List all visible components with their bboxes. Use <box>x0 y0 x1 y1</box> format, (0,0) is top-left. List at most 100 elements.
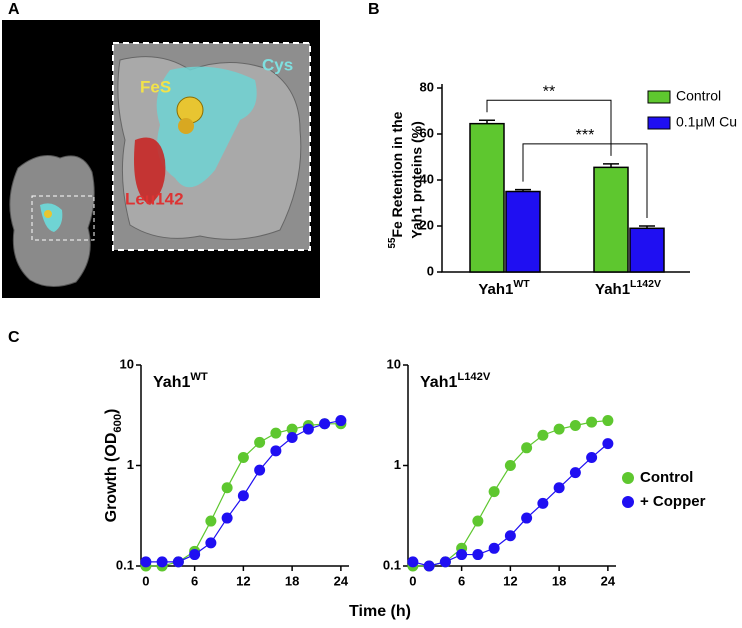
y-axis-label-part: 600 <box>112 414 124 433</box>
point <box>472 549 484 561</box>
panel-letter: A <box>8 1 20 18</box>
point <box>602 415 614 427</box>
point <box>423 560 435 572</box>
x-axis-label: Time (h) <box>349 603 411 620</box>
bar <box>593 166 629 273</box>
error-bar <box>479 119 495 124</box>
fes-cluster <box>178 118 194 134</box>
point <box>237 452 249 464</box>
chart-title-part: Yah1 <box>153 374 190 391</box>
panel-letter: C <box>8 329 20 346</box>
point <box>156 556 168 568</box>
line <box>412 419 608 567</box>
y-axis-label-part: Growth (OD <box>103 433 120 523</box>
point <box>521 512 533 524</box>
y-axis-label: Growth (OD600) <box>103 409 124 523</box>
point <box>302 423 314 435</box>
y-tick-label: 0.1 <box>383 557 401 572</box>
x-tick-label: 6 <box>191 573 198 588</box>
legend-label: Control <box>676 88 721 104</box>
x-tick-label: 24 <box>334 573 349 588</box>
point <box>504 460 516 471</box>
error-bar <box>639 225 655 229</box>
y-axis-label: Yah1 proteins (%) <box>409 121 425 238</box>
y-axis-label-part: Fe Retention in the <box>389 111 405 237</box>
point <box>602 438 614 450</box>
legend-marker <box>622 496 634 508</box>
annotation: FeS <box>140 77 171 96</box>
x-tick-label: 18 <box>285 573 299 588</box>
y-tick-label: 0 <box>427 263 434 278</box>
point <box>254 436 266 448</box>
chart-title-part: Yah1 <box>420 374 457 391</box>
point <box>205 537 217 549</box>
bar <box>469 122 505 273</box>
point <box>537 429 549 441</box>
annotation: Cys <box>262 55 293 74</box>
x-tick-label-part: WT <box>513 278 530 290</box>
x-tick-label: 12 <box>236 573 250 588</box>
point <box>504 530 516 542</box>
point <box>553 482 565 494</box>
point <box>221 482 233 494</box>
point <box>439 556 451 568</box>
chart-title-part: WT <box>190 371 208 383</box>
y-tick-label: 0.1 <box>116 557 134 572</box>
x-tick-label: 6 <box>458 573 465 588</box>
point <box>586 416 598 428</box>
panel-letter: B <box>368 1 380 18</box>
panel-a: A FeS Cys Leu142 <box>2 1 320 298</box>
point <box>237 490 249 502</box>
legend-swatch <box>647 90 671 104</box>
point <box>335 415 347 427</box>
point <box>586 452 598 464</box>
y-tick-label: 60 <box>420 125 434 140</box>
y-tick-label: 1 <box>127 457 134 472</box>
leu142-region <box>134 137 166 205</box>
error-bar <box>603 163 619 168</box>
x-tick-label: 24 <box>601 573 616 588</box>
significance-bracket <box>522 143 648 218</box>
chart-title-part: L142V <box>457 371 490 383</box>
point <box>205 515 217 527</box>
x-tick-label-part: Yah1 <box>595 281 630 298</box>
legend-label: 0.1μM Cu <box>676 114 737 130</box>
y-tick-label: 20 <box>420 217 434 232</box>
point <box>472 515 484 527</box>
x-tick-label-part: L142V <box>630 278 661 290</box>
fes-cluster <box>44 210 52 218</box>
legend-label: + Copper <box>640 493 706 510</box>
point <box>189 549 201 561</box>
point <box>488 486 500 498</box>
significance-label: *** <box>576 127 595 144</box>
point <box>569 467 581 479</box>
y-axis-label: 55Fe Retention in the <box>387 111 405 248</box>
chart-title: Yah1L142V <box>420 371 491 391</box>
point <box>254 464 266 476</box>
legend-swatch <box>647 116 671 130</box>
cys-region <box>156 66 257 188</box>
point <box>488 542 500 554</box>
bar <box>629 227 665 273</box>
x-tick-label: 18 <box>552 573 566 588</box>
y-tick-label: 10 <box>387 356 401 371</box>
point <box>553 423 565 435</box>
chart-title: Yah1WT <box>153 371 208 391</box>
point <box>270 427 282 439</box>
point <box>456 549 468 561</box>
y-axis-label-part: ) <box>103 409 120 414</box>
point <box>537 497 549 509</box>
point <box>286 423 298 435</box>
zoom-box <box>31 195 95 241</box>
y-axis-label-part: 55 <box>387 237 398 248</box>
legend-label: Control <box>640 469 693 486</box>
point <box>407 556 419 568</box>
point <box>319 418 331 430</box>
x-tick-label: 0 <box>142 573 149 588</box>
point <box>286 431 298 443</box>
error-bar <box>515 188 531 192</box>
point <box>521 442 533 454</box>
y-tick-label: 1 <box>394 457 401 472</box>
x-tick-label: Yah1L142V <box>595 278 661 298</box>
